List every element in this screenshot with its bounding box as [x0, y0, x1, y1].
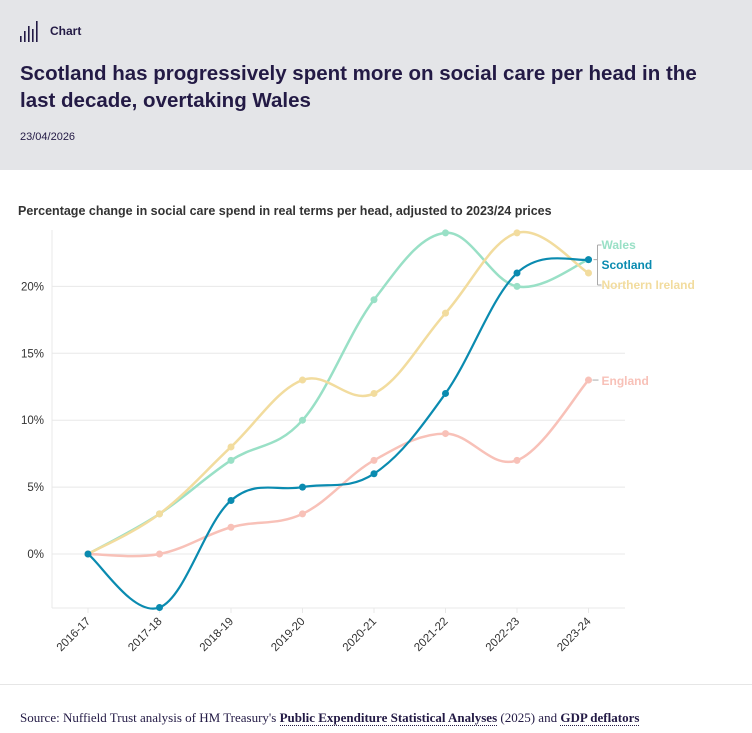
chart-title: Percentage change in social care spend i… — [18, 204, 552, 218]
data-point-wales[interactable] — [370, 296, 378, 304]
x-tick-label: 2020-21 — [341, 616, 379, 654]
grid-layer — [52, 285, 625, 555]
y-tick-label: 5% — [27, 482, 44, 494]
source-prefix: Source: Nuffield Trust analysis of HM Tr… — [20, 710, 280, 725]
data-point-northern-ireland[interactable] — [442, 309, 449, 317]
data-point-scotland[interactable] — [513, 269, 521, 277]
data-point-england[interactable] — [299, 510, 306, 518]
data-point-wales[interactable] — [227, 456, 235, 464]
data-point-northern-ireland[interactable] — [156, 510, 163, 518]
data-point-england[interactable] — [585, 376, 592, 384]
data-point-northern-ireland[interactable] — [370, 389, 378, 397]
data-point-scotland[interactable] — [84, 550, 92, 558]
data-point-wales[interactable] — [299, 416, 306, 424]
x-tick-label: 2018-19 — [198, 616, 236, 654]
x-tick-label: 2017-18 — [126, 616, 164, 654]
y-tick-label: 15% — [21, 348, 44, 360]
label-connector — [593, 244, 602, 286]
source-note: Source: Nuffield Trust analysis of HM Tr… — [20, 710, 640, 726]
x-tick-label: 2019-20 — [269, 616, 307, 654]
label-layer: Wales Northern Ireland England Scotland — [592, 238, 695, 388]
data-point-northern-ireland[interactable] — [513, 229, 521, 237]
page-title: Scotland has progressively spent more on… — [20, 62, 697, 112]
series-scotland — [84, 256, 592, 612]
data-point-northern-ireland[interactable] — [299, 376, 306, 384]
data-point-wales[interactable] — [442, 229, 449, 237]
series-line-northern-ireland — [87, 230, 590, 556]
y-tick-label: 10% — [21, 415, 44, 427]
data-point-scotland[interactable] — [299, 483, 306, 491]
data-point-scotland[interactable] — [585, 256, 592, 264]
data-point-england[interactable] — [370, 456, 378, 464]
data-point-scotland[interactable] — [227, 496, 235, 504]
series-line-england — [87, 379, 590, 558]
kicker-label: Chart — [50, 24, 82, 38]
series-northern-ireland — [84, 229, 592, 558]
legend-label-northern-ireland: Northern Ireland — [602, 278, 695, 292]
data-point-northern-ireland[interactable] — [227, 443, 235, 451]
data-point-wales[interactable] — [513, 282, 521, 290]
series-england — [84, 376, 592, 558]
x-tick-label: 2021-22 — [412, 616, 450, 654]
series-layer — [84, 229, 592, 612]
x-tick-label: 2016-17 — [55, 616, 93, 654]
data-point-england[interactable] — [156, 550, 163, 558]
source-link-gdp-deflators[interactable]: GDP deflators — [560, 710, 640, 726]
y-tick-label: 20% — [21, 281, 44, 293]
data-point-england[interactable] — [227, 523, 235, 531]
line-chart: 0% 5% 10% 15% 20% 2016-17 2017-18 2018-19 2019-2… — [21, 229, 695, 654]
bar-chart-icon — [20, 21, 38, 42]
data-point-scotland[interactable] — [442, 389, 449, 397]
header: Chart Scotland has progressively spent m… — [0, 0, 752, 170]
publish-date: 23/04/2026 — [20, 131, 76, 143]
data-point-england[interactable] — [442, 430, 449, 438]
legend-label-wales: Wales — [602, 238, 637, 252]
divider — [0, 684, 752, 685]
source-link-pesa[interactable]: Public Expenditure Statistical Analyses — [279, 710, 498, 726]
data-point-scotland[interactable] — [156, 604, 163, 612]
source-middle: (2025) and — [497, 710, 561, 725]
data-point-northern-ireland[interactable] — [585, 269, 592, 277]
kicker: Chart — [20, 20, 81, 42]
x-tick-label: 2022-23 — [484, 616, 522, 654]
series-wales — [84, 229, 592, 558]
x-tick-label: 2023-24 — [555, 615, 594, 654]
legend-label-scotland: Scotland — [602, 258, 653, 272]
legend-label-england: England — [602, 374, 649, 388]
axis-layer: 0% 5% 10% 15% 20% 2016-17 2017-18 2018-19 2019-2… — [21, 230, 625, 654]
series-line-wales — [87, 231, 589, 556]
y-tick-label: 0% — [27, 549, 44, 561]
data-point-scotland[interactable] — [370, 470, 378, 478]
series-line-scotland — [87, 257, 589, 610]
data-point-england[interactable] — [513, 456, 521, 464]
